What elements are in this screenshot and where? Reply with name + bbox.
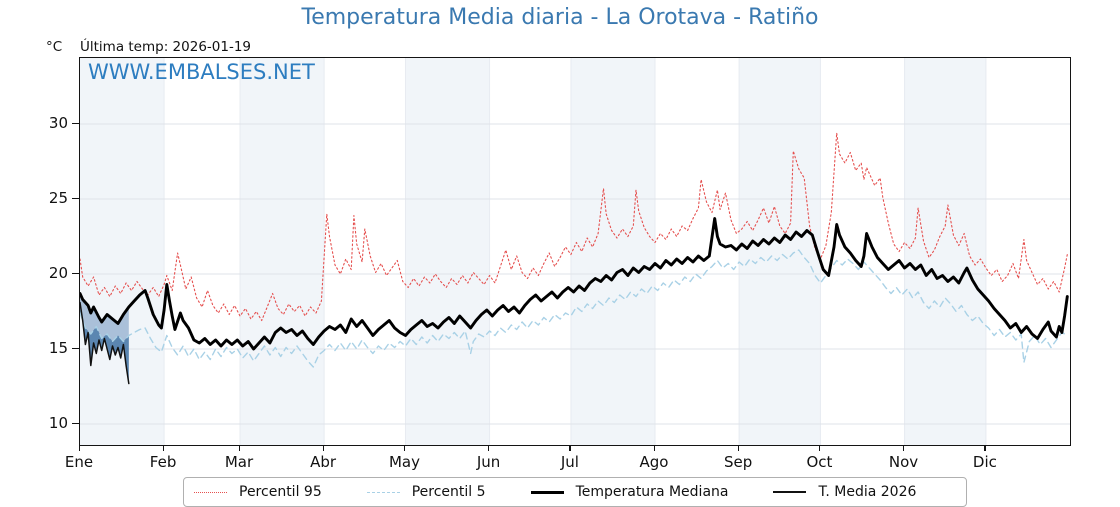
t-media-2026-line: [80, 301, 130, 385]
x-tick-mark: [488, 445, 490, 451]
x-tick-label: Ago: [639, 453, 669, 471]
temperatura-mediana-line: [80, 217, 1069, 351]
y-tick-label: 20: [48, 264, 68, 282]
x-tick-label: Mar: [224, 453, 254, 471]
legend-line-sample: [366, 491, 400, 493]
x-tick-label: Sep: [723, 453, 753, 471]
y-tick-mark: [72, 122, 79, 124]
watermark: WWW.EMBALSES.NET: [88, 60, 315, 84]
x-tick-mark: [403, 445, 406, 451]
legend-box: Percentil 95 Percentil 5 Temperatura Media…: [183, 477, 967, 507]
percentil-95-line: [80, 132, 1068, 322]
x-tick-mark: [78, 445, 80, 451]
chart-title: Temperatura Media diaria - La Orotava - …: [301, 5, 819, 30]
x-tick-label: Abr: [310, 453, 337, 471]
x-tick-mark: [984, 445, 986, 451]
month-band: [405, 58, 490, 445]
month-band: [80, 58, 165, 445]
y-tick-label: 10: [48, 414, 68, 432]
plot-area: WWW.EMBALSES.NET: [79, 57, 1071, 446]
month-band: [240, 58, 325, 445]
chart-canvas: [80, 58, 1070, 445]
y-tick-mark: [72, 272, 79, 274]
y-tick-label: 25: [48, 189, 68, 207]
legend-item-temperatura-mediana: Temperatura Mediana: [530, 477, 729, 507]
x-tick-label: Dic: [972, 453, 997, 471]
deficit-fill: [80, 302, 129, 384]
month-band: [904, 58, 986, 445]
x-tick-label: Jun: [476, 453, 501, 471]
x-tick-label: Nov: [888, 453, 919, 471]
x-tick-mark: [653, 445, 655, 451]
x-tick-label: Feb: [149, 453, 177, 471]
x-tick-mark: [737, 445, 739, 451]
x-tick-label: Oct: [806, 453, 833, 471]
legend-item-t-media-2026: T. Media 2026: [773, 477, 916, 507]
legend-label: Temperatura Mediana: [575, 484, 729, 500]
month-band: [570, 58, 656, 445]
y-tick-mark: [72, 347, 79, 349]
x-tick-label: Jul: [560, 453, 579, 471]
x-tick-label: Ene: [64, 453, 94, 471]
y-tick-mark: [72, 422, 79, 424]
y-tick-mark: [72, 197, 79, 199]
x-tick-mark: [818, 445, 821, 451]
y-axis-unit-label: °C: [46, 39, 63, 55]
legend-line-sample: [773, 491, 807, 493]
legend-item-percentil-95: Percentil 95: [194, 477, 322, 507]
percentil-5-line: [80, 249, 1068, 368]
legend-item-percentil-5: Percentil 5: [366, 477, 486, 507]
y-tick-label: 15: [48, 339, 68, 357]
x-tick-mark: [569, 445, 571, 451]
x-tick-mark: [238, 445, 240, 451]
x-tick-mark: [322, 445, 324, 451]
x-tick-mark: [162, 445, 164, 451]
legend-label: T. Media 2026: [818, 484, 917, 500]
legend-label: Percentil 5: [411, 484, 486, 500]
x-tick-label: May: [388, 453, 420, 471]
legend-line-sample: [530, 490, 564, 494]
x-tick-mark: [903, 445, 905, 451]
legend-label: Percentil 95: [239, 484, 322, 500]
legend-line-sample: [194, 491, 227, 493]
month-band: [739, 58, 821, 445]
y-tick-label: 30: [48, 114, 68, 132]
last-temp-label: Última temp: 2026-01-19: [80, 39, 252, 55]
